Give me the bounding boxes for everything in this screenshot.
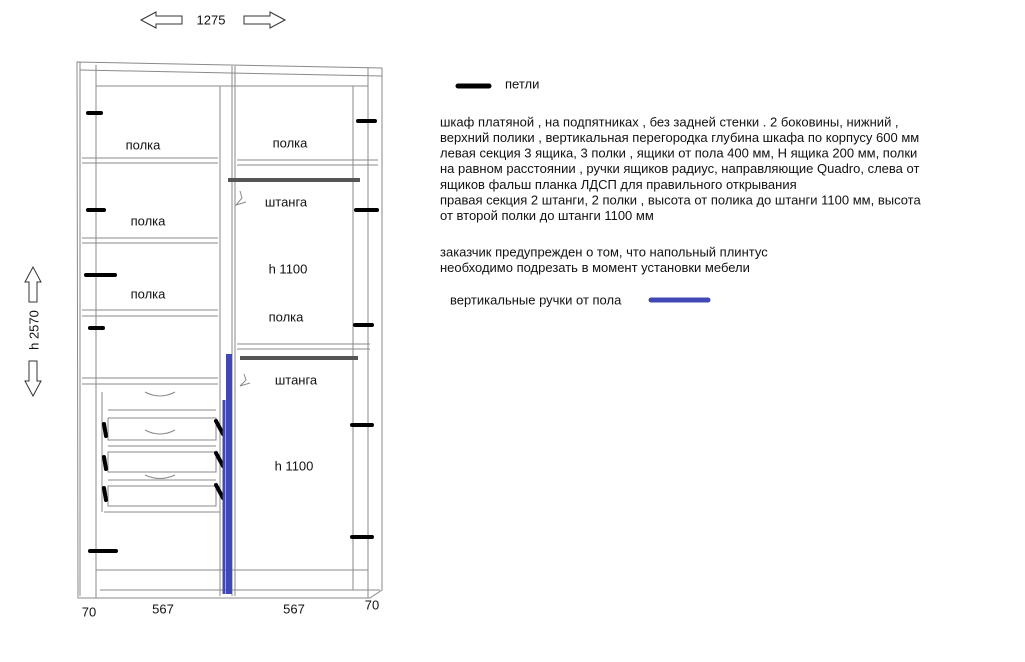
legend-handles: вертикальные ручки от пола	[450, 292, 622, 307]
hinges	[84, 111, 379, 553]
text-line: верхний полики , вертикальная перегородк…	[440, 130, 919, 145]
label: h 1100	[275, 458, 314, 473]
arrow-left	[139, 11, 183, 29]
legend-hinges: петли	[505, 76, 539, 91]
label: полка	[131, 286, 167, 301]
width-dim: 1275	[197, 12, 226, 27]
description: шкаф платяной , на подпятниках , без зад…	[440, 114, 921, 223]
label: h 1100	[269, 261, 308, 276]
bottom-dim: 70	[365, 597, 379, 612]
arrow-up	[24, 265, 42, 303]
label: полка	[126, 137, 162, 152]
arrow-right	[243, 11, 287, 29]
bottom-dim: 567	[152, 601, 174, 616]
bottom-dim: 70	[82, 604, 96, 619]
label: полка	[131, 213, 167, 228]
text-line: шкаф платяной , на подпятниках , без зад…	[440, 114, 899, 129]
text-line: правая секция 2 штанги, 2 полки , высота…	[440, 192, 921, 207]
label: полка	[269, 309, 305, 324]
height-dim: h 2570	[26, 310, 41, 350]
text-line: на равном расстоянии , ручки ящиков ради…	[440, 161, 919, 176]
text-line: левая секция 3 ящика, 3 полки , ящики от…	[440, 146, 917, 161]
wardrobe	[76, 61, 383, 599]
bottom-dim: 567	[283, 601, 305, 616]
text-line: необходимо подрезать в момент установки …	[440, 260, 750, 275]
arrow-down	[24, 360, 42, 398]
text-line: ящиков фальш планка ЛДСП для правильного…	[440, 177, 797, 192]
label: штанга	[265, 194, 308, 209]
label: штанга	[275, 372, 318, 387]
label: полка	[273, 135, 309, 150]
text-line: заказчик предупрежден о том, что напольн…	[440, 244, 768, 259]
text-line: от второй полки до штанги 1100 мм	[440, 208, 654, 223]
notice: заказчик предупрежден о том, что напольн…	[440, 244, 768, 275]
